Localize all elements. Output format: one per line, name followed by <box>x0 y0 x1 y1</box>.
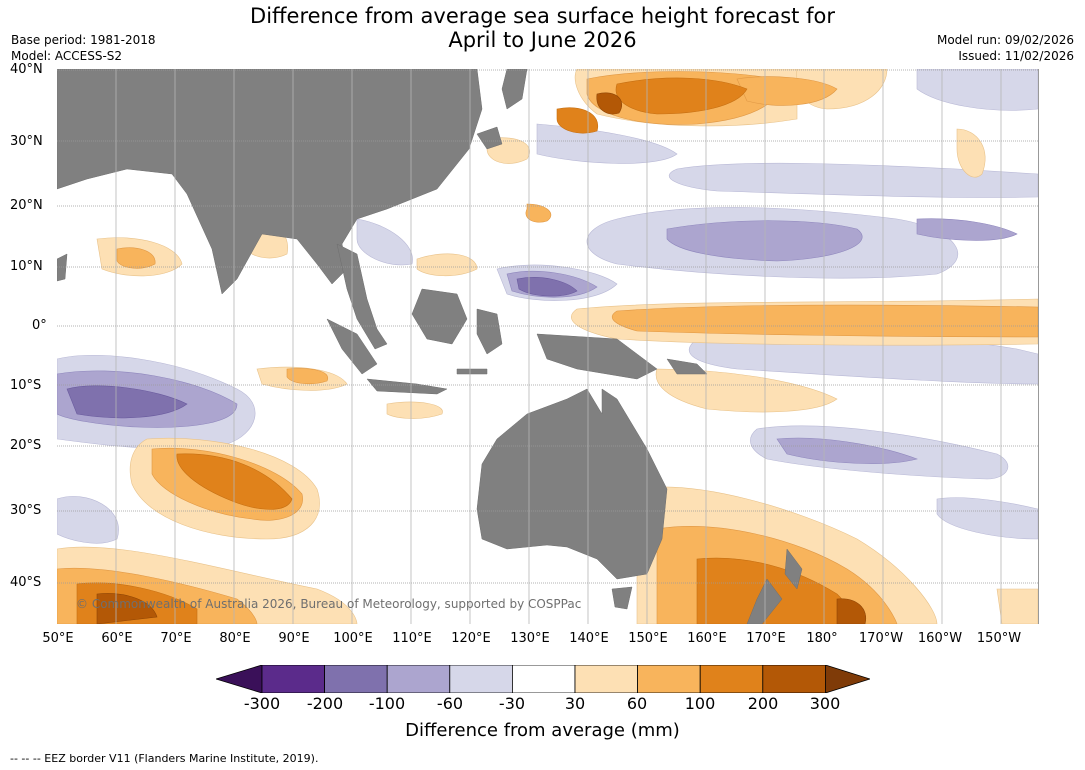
lon-label: 120°E <box>451 631 491 646</box>
colorbar-tick: -100 <box>368 694 406 713</box>
anomaly-deep-orange <box>96 92 867 624</box>
lat-label: 20°S <box>10 438 42 453</box>
colorbar <box>216 665 870 693</box>
meta-left: Base period: 1981-2018 Model: ACCESS-S2 <box>11 32 156 64</box>
title-line-1: Difference from average sea surface heig… <box>250 4 835 28</box>
lon-label: 100°E <box>333 631 373 646</box>
eez-footer-note: -- -- -- EEZ border V11 (Flanders Marine… <box>10 752 319 765</box>
sea-surface-map <box>57 69 1039 624</box>
lat-label: 40°S <box>10 575 42 590</box>
lon-label: 180° <box>806 631 838 646</box>
lon-label: 160°E <box>687 631 727 646</box>
lon-label: 140°E <box>569 631 609 646</box>
lon-label: 80°E <box>219 631 251 646</box>
graticule <box>57 69 1038 624</box>
lon-label: 130°E <box>510 631 550 646</box>
lon-label: 60°E <box>101 631 133 646</box>
land-masses <box>57 69 803 624</box>
colorbar-tick: -300 <box>243 694 281 713</box>
issued-date: Issued: 11/02/2026 <box>958 49 1074 63</box>
colorbar-tick: -60 <box>436 694 464 713</box>
colorbar-cell <box>574 665 638 693</box>
colorbar-tick: -30 <box>498 694 526 713</box>
colorbar-tick: 30 <box>564 694 586 713</box>
lat-label: 30°S <box>10 503 42 518</box>
colorbar-cell <box>386 665 451 693</box>
lat-label: 30°N <box>10 134 43 149</box>
lon-label: 160°W <box>917 631 963 646</box>
base-period: Base period: 1981-2018 <box>11 33 156 47</box>
colorbar-cell <box>825 665 870 693</box>
colorbar-tick: 300 <box>809 694 841 713</box>
colorbar-tick: -200 <box>306 694 344 713</box>
lon-label: 50°E <box>42 631 74 646</box>
colorbar-cell <box>699 665 764 693</box>
colorbar-cell <box>216 665 263 693</box>
lon-label: 170°E <box>746 631 786 646</box>
lat-label: 40°N <box>10 62 43 77</box>
model-name: Model: ACCESS-S2 <box>11 49 123 63</box>
colorbar-tick: 100 <box>684 694 716 713</box>
lon-label: 150°W <box>976 631 1022 646</box>
lat-label: 10°S <box>10 378 42 393</box>
title-line-2: April to June 2026 <box>448 28 637 52</box>
lat-label: 10°N <box>10 259 43 274</box>
model-run: Model run: 09/02/2026 <box>936 33 1074 47</box>
colorbar-cell <box>261 665 325 693</box>
lon-label: 150°E <box>628 631 668 646</box>
colorbar-cell <box>762 665 826 693</box>
lon-label: 70°E <box>160 631 192 646</box>
colorbar-label: Difference from average (mm) <box>405 720 680 741</box>
colorbar-cell <box>324 665 388 693</box>
colorbar-cell <box>449 665 513 693</box>
lon-label: 170°W <box>858 631 904 646</box>
anomaly-dark-purple <box>66 277 578 419</box>
map-title: Difference from average sea surface heig… <box>0 4 1085 52</box>
colorbar-tick: 60 <box>626 694 648 713</box>
colorbar-tick: 200 <box>747 694 779 713</box>
meta-right: Model run: 09/02/2026 Issued: 11/02/2026 <box>937 32 1074 64</box>
lon-label: 110°E <box>392 631 432 646</box>
copyright-notice: © Commonwealth of Australia 2026, Bureau… <box>76 597 582 611</box>
lat-label: 20°N <box>10 198 43 213</box>
colorbar-cell <box>637 665 701 693</box>
map-canvas <box>57 69 1038 624</box>
colorbar-cell <box>511 665 576 693</box>
lat-label: 0° <box>32 318 47 333</box>
lon-label: 90°E <box>278 631 310 646</box>
